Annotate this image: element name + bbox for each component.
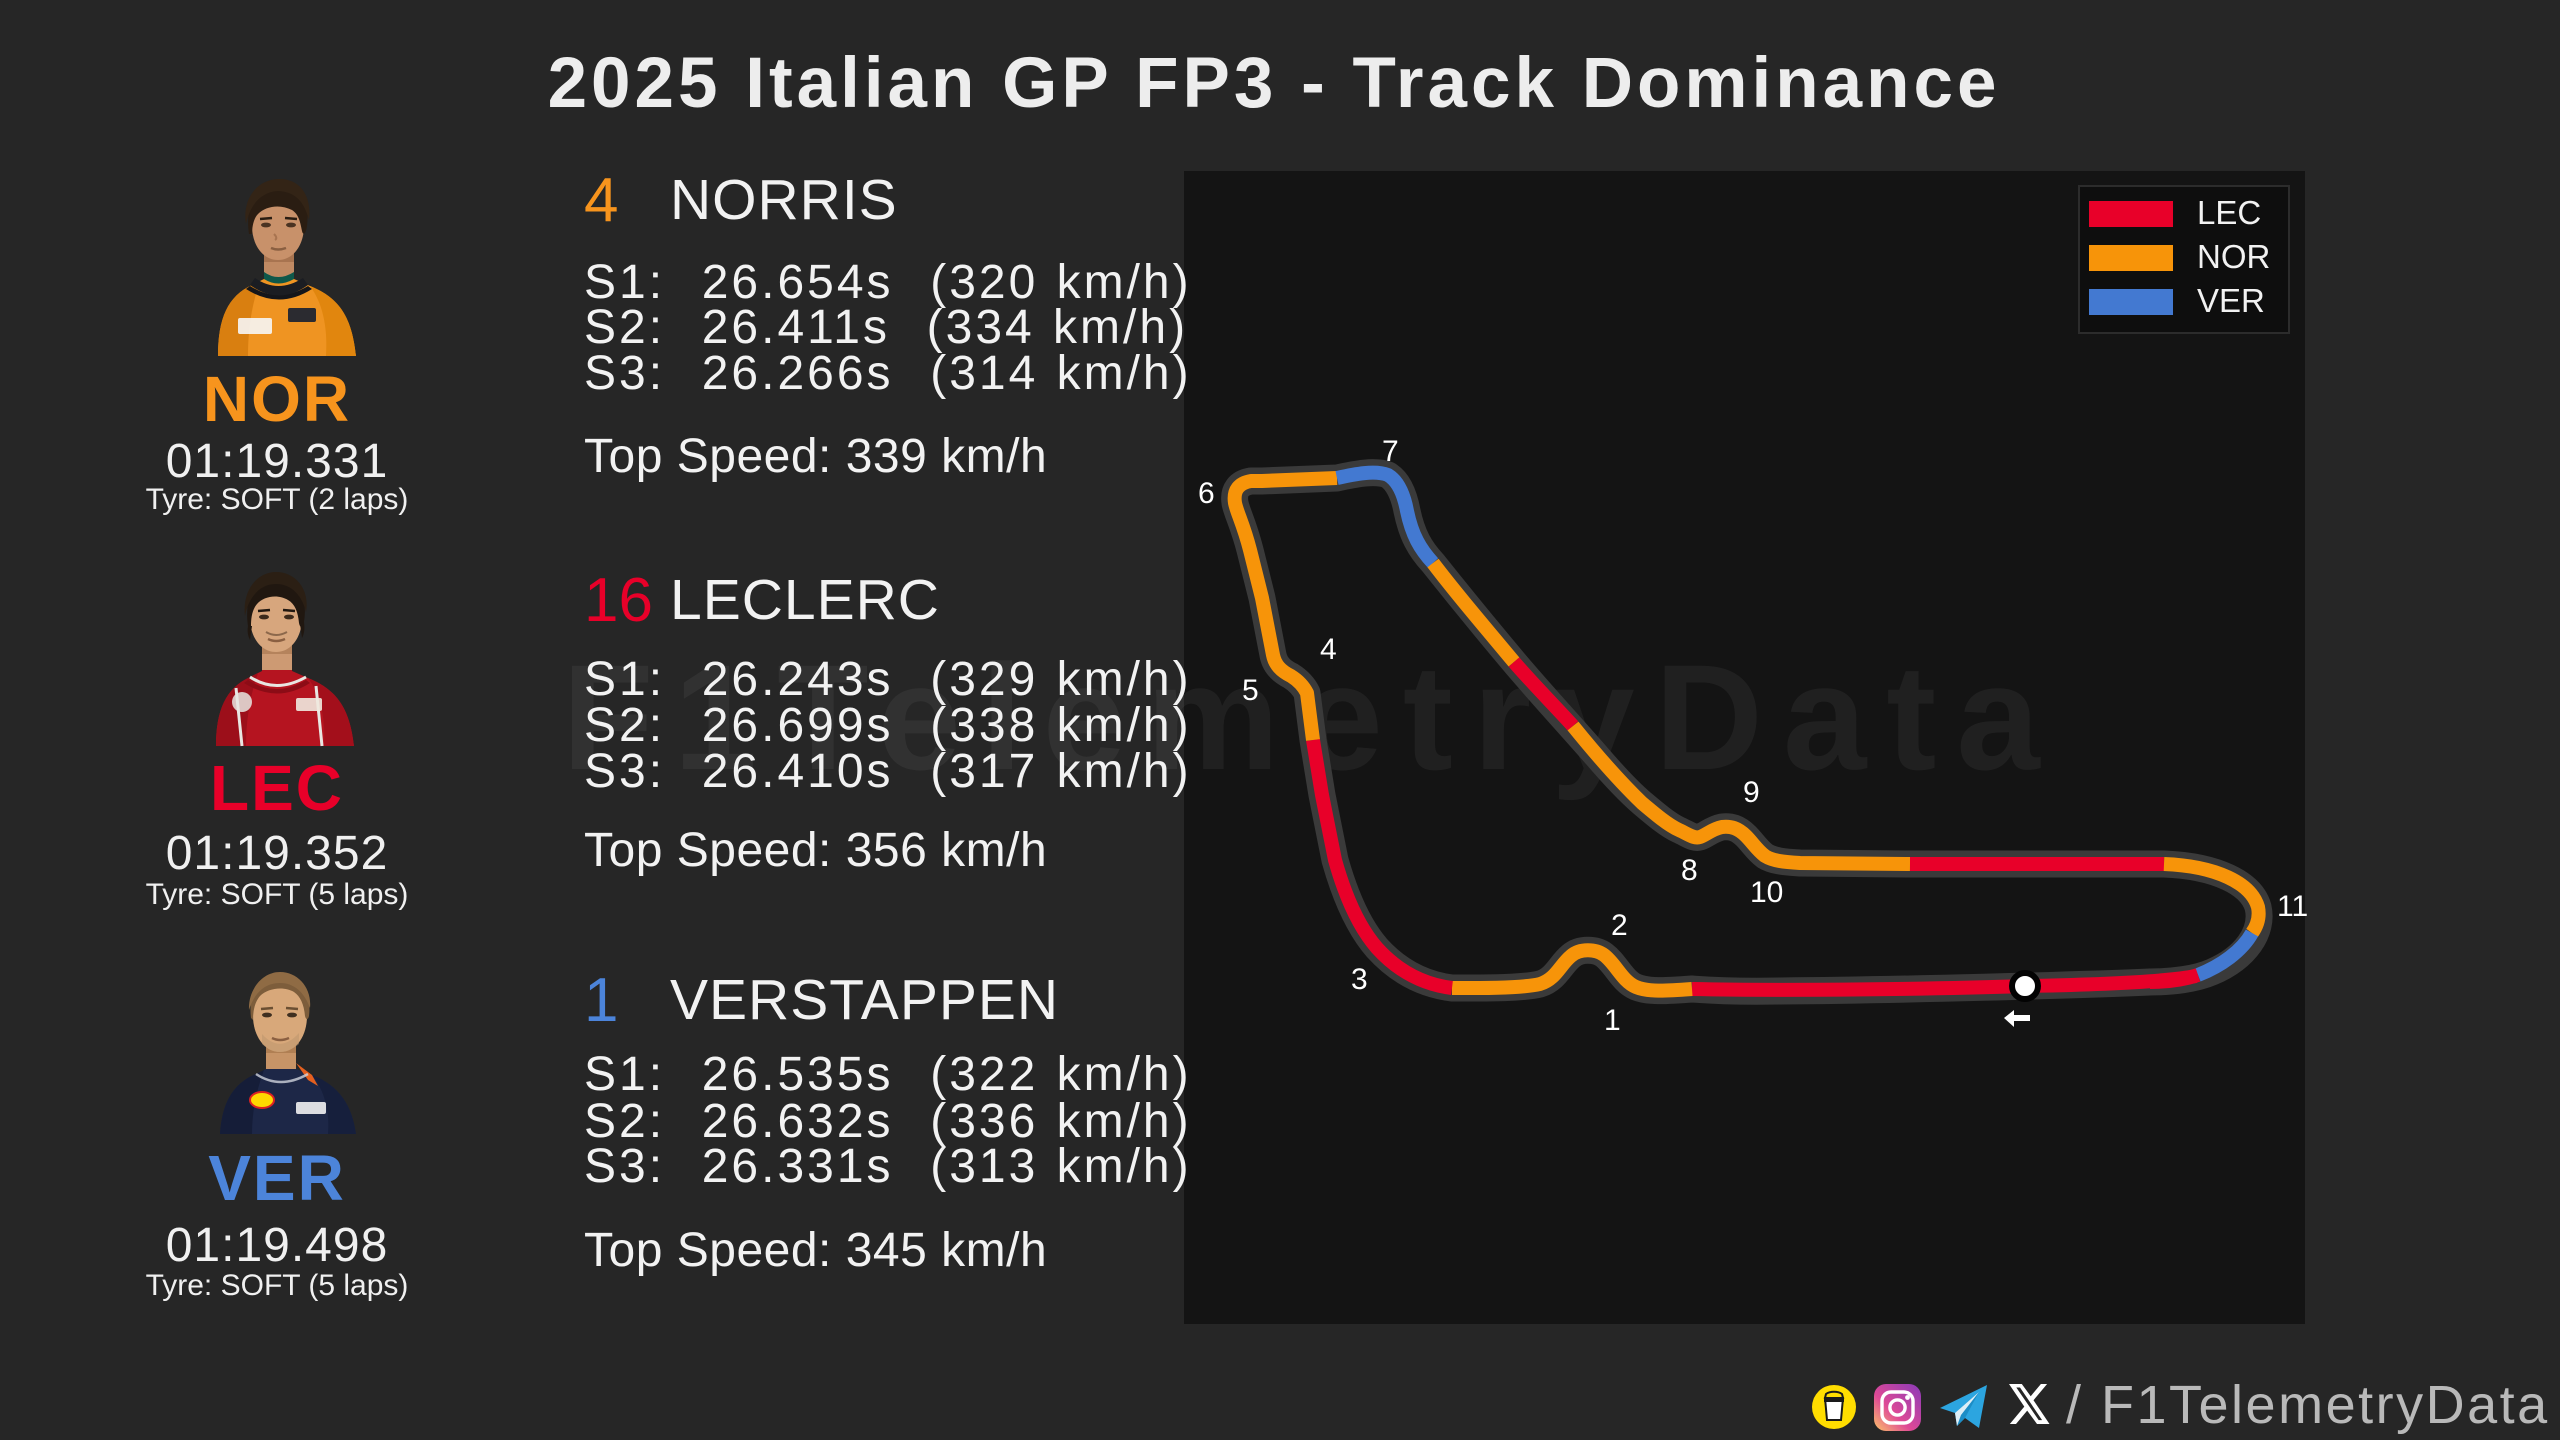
svg-text:7: 7 — [1382, 435, 1399, 468]
svg-text:2: 2 — [1611, 909, 1628, 942]
svg-text:3: 3 — [1351, 963, 1368, 996]
svg-text:6: 6 — [1198, 477, 1215, 510]
svg-text:4: 4 — [1320, 633, 1337, 666]
svg-text:9: 9 — [1743, 776, 1760, 809]
svg-text:10: 10 — [1750, 876, 1783, 909]
svg-text:1: 1 — [1604, 1004, 1621, 1037]
svg-text:8: 8 — [1681, 854, 1698, 887]
svg-text:11: 11 — [2277, 890, 2308, 923]
svg-text:5: 5 — [1242, 674, 1259, 707]
